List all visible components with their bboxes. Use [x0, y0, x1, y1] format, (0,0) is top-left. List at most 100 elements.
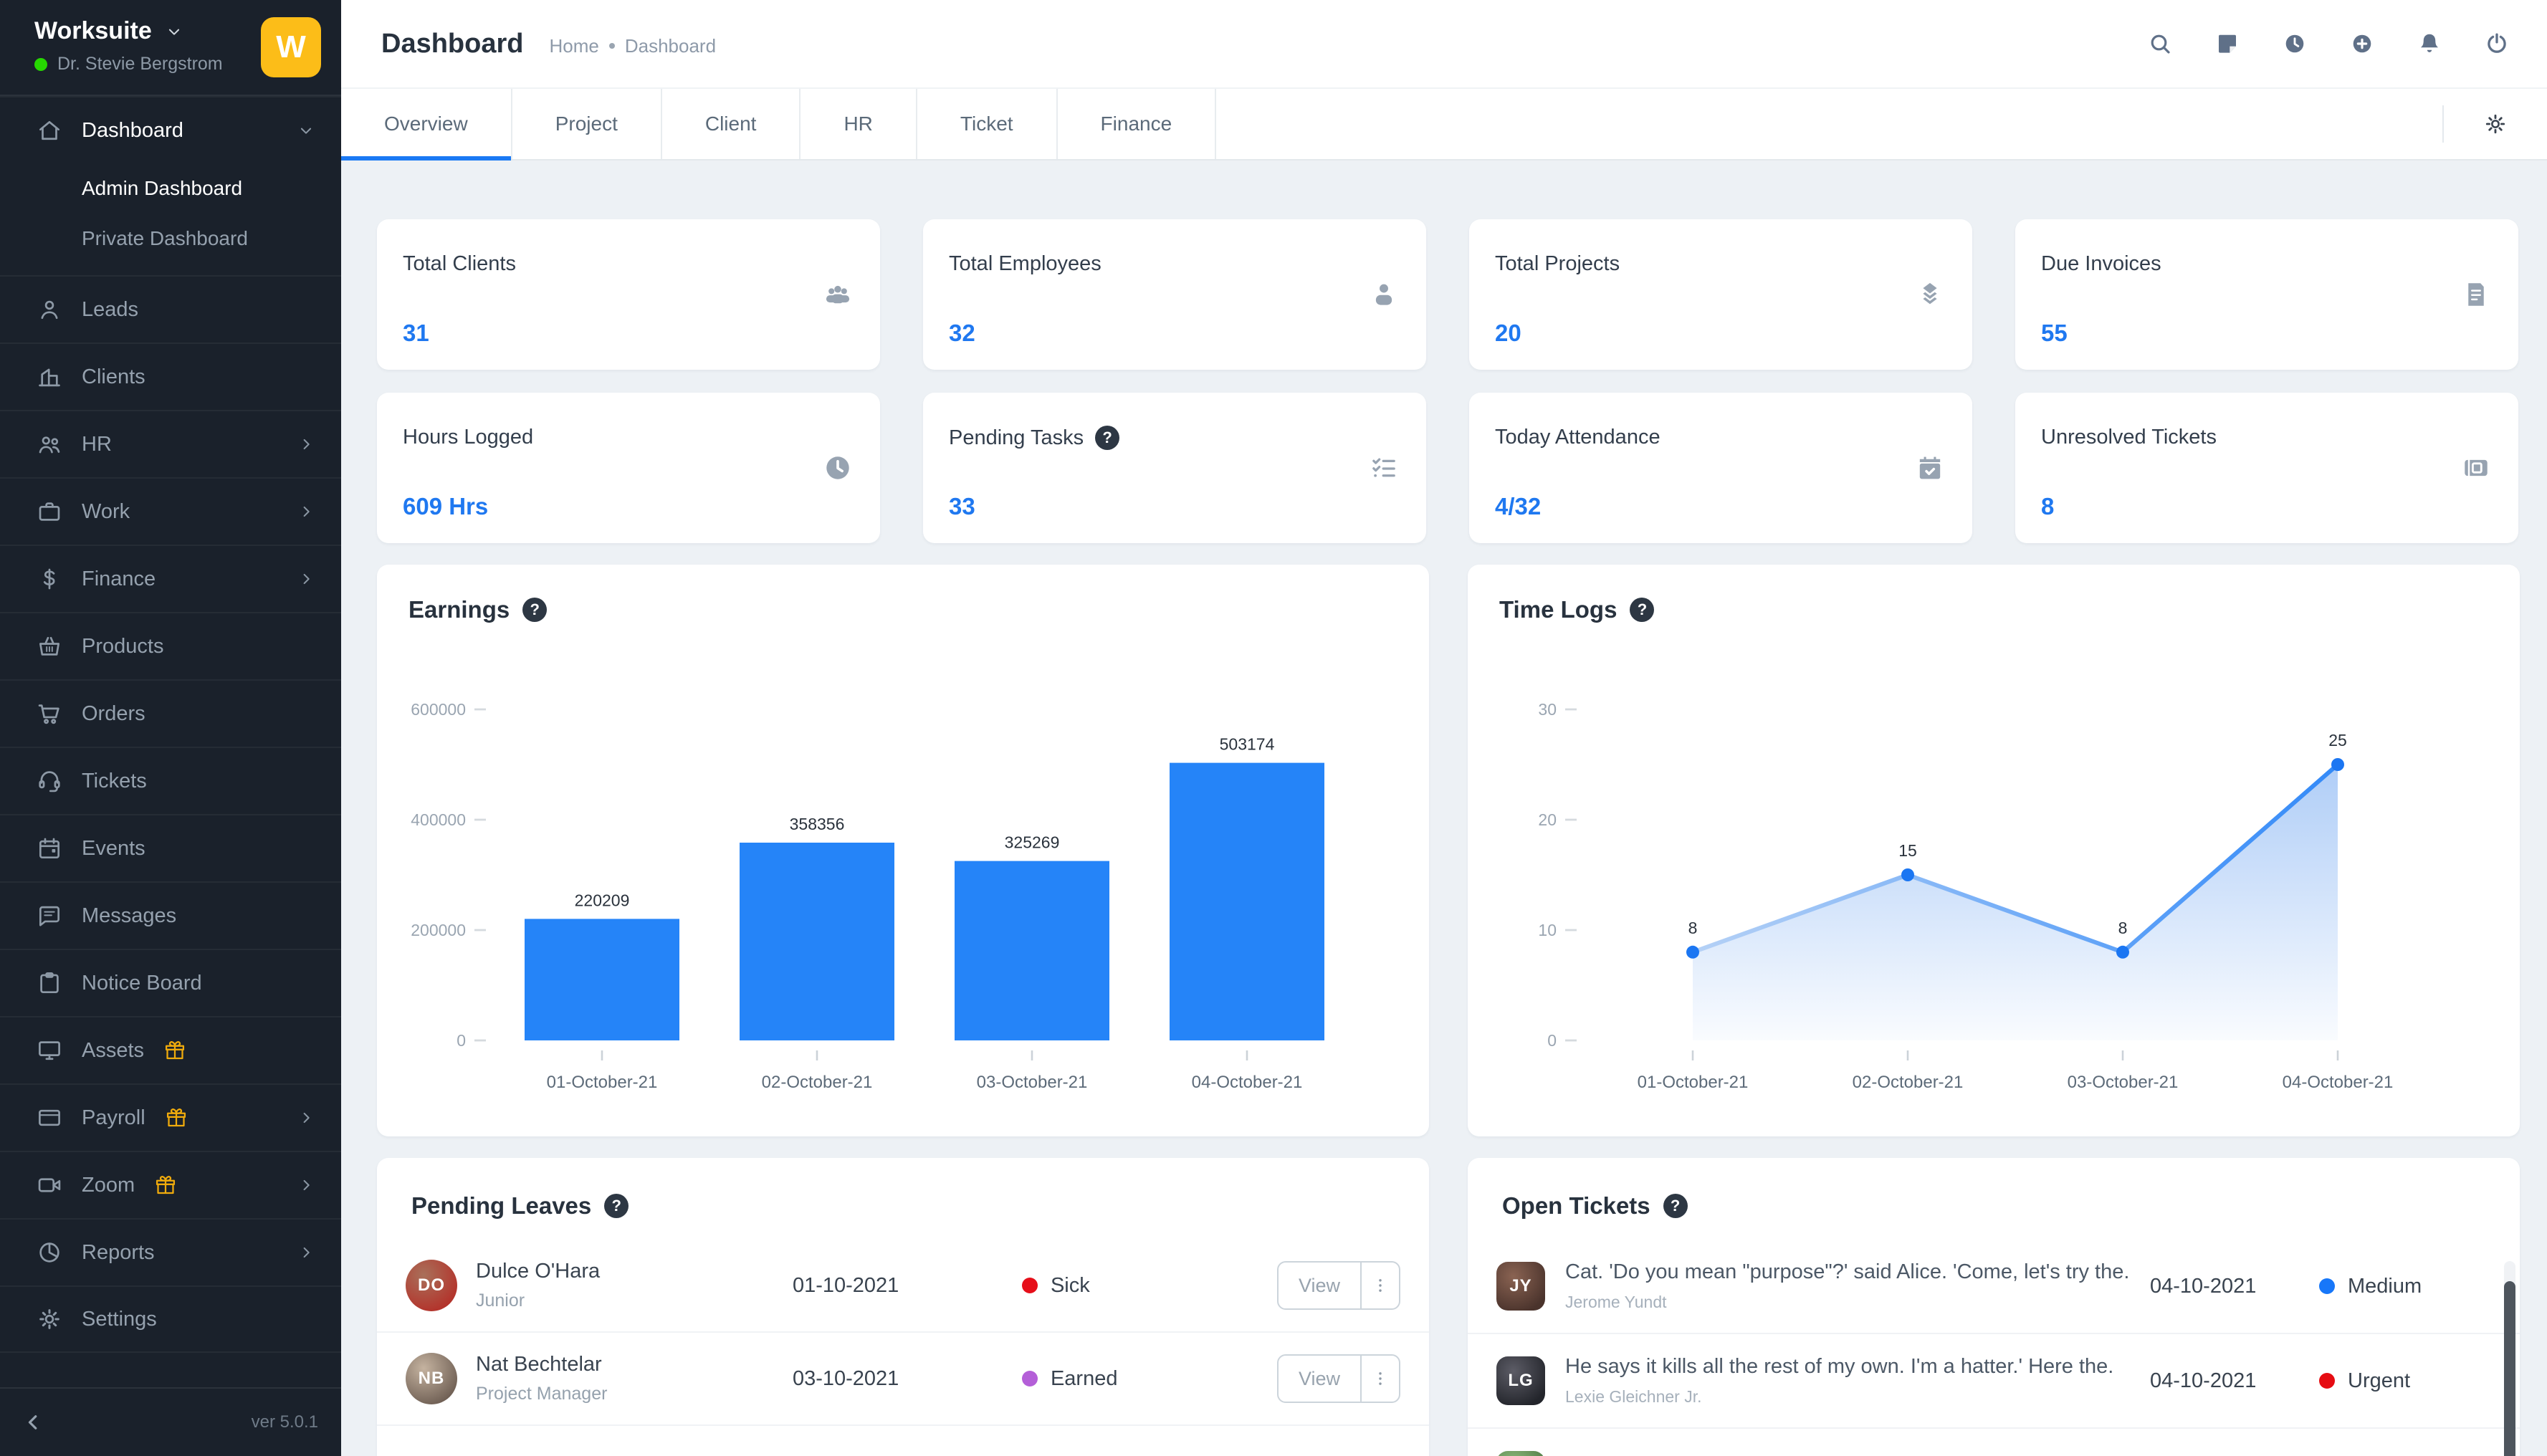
collapse-sidebar-icon[interactable] — [23, 1412, 44, 1433]
sidebar-item-label: Finance — [82, 567, 156, 590]
ticket-subject[interactable]: He says it kills all the rest of my own.… — [1565, 1355, 2114, 1378]
sidebar-item[interactable]: Admin Dashboard — [0, 163, 341, 214]
sidebar-item[interactable]: Messages — [0, 881, 341, 949]
chevron-down-icon — [297, 121, 315, 140]
notifications-icon[interactable] — [2417, 31, 2442, 57]
tab[interactable]: Project — [512, 89, 662, 159]
chevron-right-icon — [297, 502, 315, 521]
status-dot — [1021, 1278, 1038, 1293]
stat-value[interactable]: 20 — [1495, 320, 1521, 346]
help-icon[interactable]: ? — [1663, 1194, 1688, 1218]
add-icon[interactable] — [2349, 31, 2375, 57]
ticket-date: 04-10-2021 — [2150, 1369, 2257, 1392]
stat-icon — [1367, 451, 1400, 484]
tab[interactable]: Finance — [1058, 89, 1217, 159]
chevron-right-icon — [297, 570, 315, 588]
sidebar-item[interactable]: Reports — [0, 1218, 341, 1285]
tab[interactable]: Overview — [341, 89, 512, 161]
employee-name[interactable]: Dulce O'Hara — [476, 1260, 601, 1283]
svg-text:20: 20 — [1538, 810, 1557, 829]
sidebar-item-icon — [36, 1306, 63, 1333]
sidebar-item[interactable]: HR — [0, 410, 341, 477]
stat-value[interactable]: 8 — [2041, 493, 2055, 519]
stat-value[interactable]: 32 — [949, 320, 975, 346]
leave-status: Sick — [1050, 1273, 1090, 1297]
logout-icon[interactable] — [2484, 31, 2510, 57]
earnings-card: Earnings ? 0 200000 400000 600000 01-October… — [377, 565, 1429, 1136]
earnings-chart: 0 200000 400000 600000 01-October-21 02-Octob… — [408, 635, 1397, 1113]
stat-card: Total Employees 32 — [923, 219, 1426, 370]
view-button[interactable]: View — [1298, 1367, 1340, 1389]
time-tracker-icon[interactable] — [2282, 31, 2308, 57]
sidebar-item[interactable]: Settings — [0, 1285, 341, 1353]
sidebar-item[interactable]: Zoom — [0, 1151, 341, 1218]
workspace-logo[interactable]: W — [261, 17, 321, 77]
employee-role: Project Manager — [476, 1384, 608, 1404]
sidebar-item[interactable]: Dashboard — [0, 96, 341, 163]
svg-text:325269: 325269 — [1005, 833, 1060, 852]
help-icon[interactable]: ? — [1095, 426, 1120, 450]
stat-value[interactable]: 609 Hrs — [403, 493, 489, 519]
sidebar-item[interactable]: Products — [0, 612, 341, 679]
sidebar-item-icon — [36, 835, 63, 862]
stat-value[interactable]: 31 — [403, 320, 429, 346]
row-menu-button[interactable] — [1360, 1263, 1399, 1308]
sidebar-item[interactable]: Work — [0, 477, 341, 545]
stat-value[interactable]: 55 — [2041, 320, 2068, 346]
view-button[interactable]: View — [1298, 1274, 1340, 1296]
sidebar-item-icon — [36, 969, 63, 997]
ticket-subject[interactable]: Cat. 'Do you mean "purpose"?' said Alice… — [1565, 1260, 2130, 1283]
sidebar-item[interactable]: Notice Board — [0, 949, 341, 1016]
tab[interactable]: Ticket — [917, 89, 1058, 159]
chevron-right-icon — [297, 435, 315, 454]
dashboard-settings-button[interactable] — [2444, 89, 2547, 159]
svg-text:0: 0 — [1547, 1031, 1557, 1050]
stat-value[interactable]: 4/32 — [1495, 493, 1542, 519]
open-tickets-title: Open Tickets — [1502, 1192, 1650, 1219]
sidebar-item-label: Tickets — [82, 769, 147, 792]
main-column: Dashboard Home Dashboard — [341, 0, 2547, 1456]
tab[interactable]: Client — [662, 89, 801, 159]
stat-title: Today Attendance — [1495, 426, 1660, 449]
employee-name[interactable]: Nat Bechtelar — [476, 1353, 602, 1376]
ticket-row: JY Cat. 'Do you mean "purpose"?' said Al… — [1468, 1240, 2520, 1334]
svg-text:01-October-21: 01-October-21 — [1638, 1073, 1749, 1092]
tab-label: Client — [704, 112, 757, 135]
sidebar-item[interactable]: Tickets — [0, 747, 341, 814]
online-status-dot — [34, 57, 47, 71]
sidebar-item-label: Private Dashboard — [82, 227, 248, 249]
help-icon[interactable]: ? — [1630, 598, 1655, 622]
app-version: ver 5.0.1 — [251, 1412, 318, 1432]
help-icon[interactable]: ? — [604, 1194, 629, 1218]
row-menu-button[interactable] — [1360, 1356, 1399, 1402]
sidebar-item-label: Payroll — [82, 1106, 145, 1129]
note-icon[interactable] — [2214, 31, 2240, 57]
tabbar-divider — [2442, 105, 2444, 143]
tab[interactable]: HR — [801, 89, 917, 159]
sidebar-item[interactable]: Finance — [0, 545, 341, 612]
stat-value[interactable]: 33 — [949, 493, 975, 519]
stat-card: Total Projects 20 — [1469, 219, 1972, 370]
sidebar-item[interactable]: Orders — [0, 679, 341, 747]
workspace-switcher[interactable]: Worksuite — [34, 17, 223, 45]
sidebar-item-label: Orders — [82, 701, 145, 725]
sidebar-item[interactable]: Events — [0, 814, 341, 881]
search-icon[interactable] — [2147, 31, 2173, 57]
open-tickets-card: Open Tickets ? JY Cat. 'Do you mean "pur… — [1468, 1158, 2520, 1456]
help-icon[interactable]: ? — [522, 598, 548, 622]
sidebar-item[interactable]: Private Dashboard — [0, 214, 341, 264]
sidebar-item-icon — [36, 117, 63, 144]
sidebar-item[interactable]: Clients — [0, 343, 341, 410]
pending-leaves-card: Pending Leaves ? DO Dulce O'Hara Junior — [377, 1158, 1429, 1456]
stat-icon — [1367, 278, 1400, 311]
view-button-group: View — [1276, 1261, 1400, 1310]
scrollbar-thumb[interactable] — [2504, 1281, 2515, 1456]
current-user: Dr. Stevie Bergstrom — [34, 54, 223, 75]
sidebar-item[interactable]: Assets — [0, 1016, 341, 1083]
sidebar-item[interactable]: Payroll — [0, 1083, 341, 1151]
chevron-right-icon — [297, 1108, 315, 1127]
breadcrumb-home[interactable]: Home — [549, 34, 599, 57]
sidebar-item[interactable]: Leads — [0, 275, 341, 343]
sidebar-item-icon — [36, 565, 63, 593]
header-actions — [2147, 31, 2510, 57]
